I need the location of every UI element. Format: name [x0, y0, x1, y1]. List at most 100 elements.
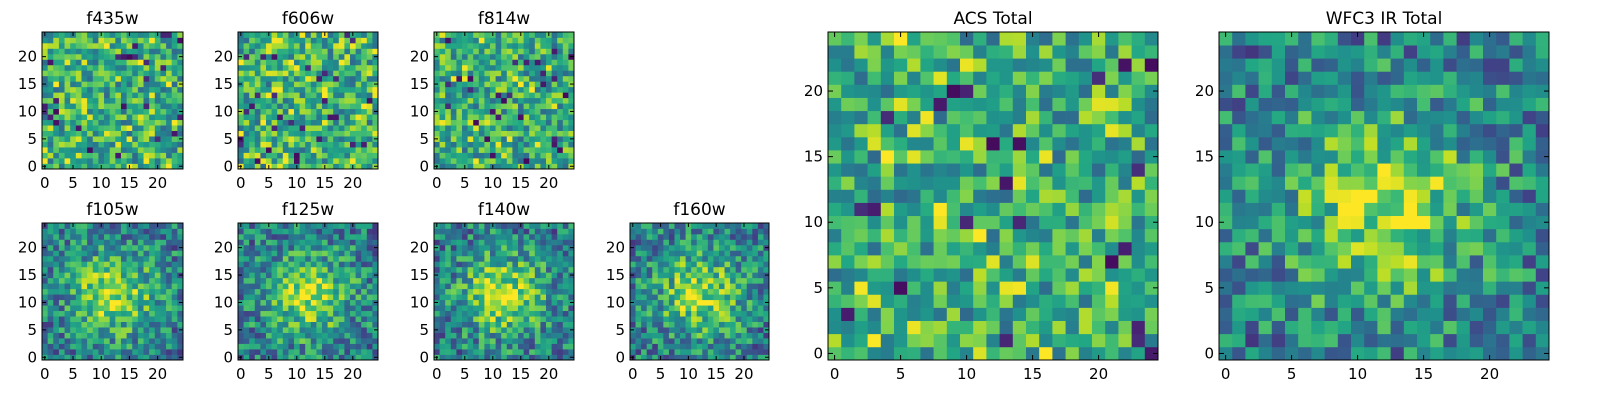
heatmap-cell	[1105, 333, 1119, 348]
heatmap-cell	[512, 32, 519, 38]
heatmap-cell	[641, 338, 648, 344]
heatmap-cell	[109, 86, 116, 93]
heatmap-cell	[305, 103, 312, 110]
heatmap-cell	[960, 268, 974, 282]
heatmap-cell	[299, 261, 306, 268]
heatmap-cell	[271, 163, 278, 170]
heatmap-cell	[288, 108, 295, 115]
heatmap-cell	[322, 97, 328, 104]
heatmap-cell	[271, 81, 278, 88]
heatmap-cell	[254, 343, 261, 350]
heatmap-cell	[149, 277, 156, 284]
heatmap-cell	[540, 244, 547, 251]
heatmap-cell	[260, 152, 267, 159]
heatmap-cell	[361, 37, 368, 44]
heatmap-cell	[355, 103, 362, 110]
heatmap-cell	[484, 103, 491, 110]
heatmap-cell	[137, 299, 144, 306]
heatmap-cell	[109, 338, 116, 344]
heatmap-cell	[702, 288, 709, 295]
heatmap-cell	[735, 305, 742, 312]
heatmap-cell	[652, 354, 659, 361]
heatmap-cell	[635, 255, 642, 262]
heatmap-cell	[635, 250, 642, 257]
heatmap-cell	[277, 327, 284, 333]
heatmap-cell	[674, 327, 681, 333]
heatmap-cell	[641, 266, 648, 273]
heatmap-cell	[512, 327, 519, 333]
heatmap-cell	[730, 310, 736, 317]
heatmap-cell	[557, 299, 564, 306]
heatmap-cell	[529, 327, 536, 333]
heatmap-cell	[1065, 255, 1080, 269]
heatmap-cell	[92, 37, 99, 44]
heatmap-cell	[126, 266, 133, 273]
heatmap-cell	[299, 59, 306, 66]
heatmap-cell	[724, 223, 731, 229]
heatmap-cell	[266, 288, 272, 295]
heatmap-cell	[506, 141, 513, 148]
heatmap-cell	[92, 305, 99, 312]
heatmap-cell	[490, 114, 496, 121]
heatmap-cell	[120, 250, 127, 257]
heatmap-cell	[657, 305, 664, 312]
heatmap-cell	[344, 70, 351, 77]
heatmap-cell	[439, 277, 446, 284]
heatmap-cell	[42, 103, 48, 110]
heatmap-cell	[735, 223, 742, 229]
heatmap-cell	[752, 343, 759, 350]
heatmap-cell	[42, 233, 48, 240]
heatmap-cell	[674, 338, 681, 344]
heatmap-cell	[529, 255, 536, 262]
heatmap-cell	[478, 250, 485, 257]
heatmap-cell	[518, 338, 524, 344]
heatmap-cell	[137, 349, 144, 355]
heatmap-cell	[518, 108, 524, 115]
heatmap-cell	[47, 223, 54, 229]
heatmap-cell	[177, 239, 184, 246]
heatmap-cell	[266, 261, 272, 268]
y-tick-label: 15	[606, 266, 625, 284]
heatmap-cell	[98, 244, 105, 251]
heatmap-cell	[338, 53, 345, 60]
heatmap-cell	[707, 349, 714, 355]
heatmap-cell	[854, 241, 868, 256]
heatmap-cell	[109, 266, 116, 273]
heatmap-cell	[540, 125, 547, 131]
heatmap-cell	[540, 321, 547, 328]
heatmap-cell	[366, 354, 373, 361]
heatmap-cell	[551, 321, 558, 328]
heatmap-cell	[484, 239, 491, 246]
heatmap-cell	[58, 349, 65, 355]
heatmap-cell	[154, 277, 161, 284]
heatmap-cell	[568, 261, 575, 268]
heatmap-cell	[540, 299, 547, 306]
heatmap-cell	[132, 327, 139, 333]
heatmap-cell	[501, 233, 508, 240]
heatmap-cell	[327, 81, 334, 88]
heatmap-cell	[109, 130, 116, 137]
heatmap-cell	[546, 288, 552, 295]
heatmap-cell	[327, 86, 334, 93]
heatmap-cell	[854, 150, 868, 164]
heatmap-cell	[512, 299, 519, 306]
heatmap-cell	[562, 283, 569, 290]
heatmap-cell	[484, 97, 491, 104]
heatmap-cell	[523, 163, 530, 170]
heatmap-cell	[691, 261, 698, 268]
heatmap-cell	[439, 130, 446, 137]
heatmap-cell	[652, 233, 659, 240]
heatmap-cell	[355, 136, 362, 142]
heatmap-cell	[305, 338, 312, 344]
heatmap-cell	[120, 92, 127, 99]
y-tick-label: 15	[18, 75, 37, 93]
heatmap-cell	[568, 48, 575, 55]
heatmap-cell	[305, 239, 312, 246]
heatmap-cell	[691, 354, 698, 361]
heatmap-cell	[973, 176, 987, 190]
heatmap-cell	[973, 228, 987, 243]
heatmap-cell	[160, 130, 167, 137]
heatmap-cell	[518, 59, 524, 66]
heatmap-cell	[366, 53, 373, 60]
heatmap-cell	[299, 37, 306, 44]
